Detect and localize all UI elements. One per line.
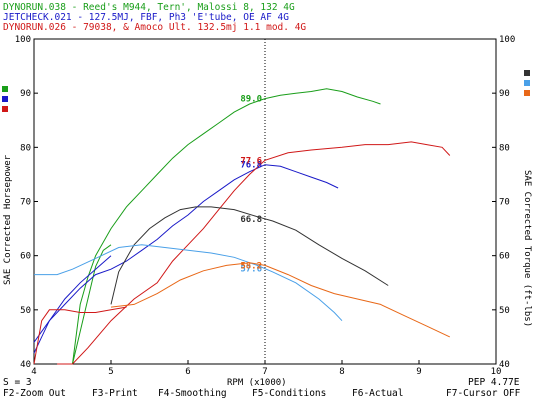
run-title-2: JETCHECK.021 - 127.5MJ, FBF, Ph3 'E'tube… bbox=[3, 12, 289, 23]
y-right-tick-label: 40 bbox=[499, 360, 510, 370]
series-line-2 bbox=[72, 244, 112, 365]
x-tick-label: 8 bbox=[339, 367, 344, 377]
y-left-tick-label: 60 bbox=[20, 252, 31, 262]
x-tick-label: 7 bbox=[262, 367, 267, 377]
y-left-tick-label: 100 bbox=[15, 35, 31, 45]
y-right-tick-label: 60 bbox=[499, 252, 510, 262]
fkey-conditions[interactable]: F5-Conditions bbox=[252, 388, 326, 399]
legend-marker-right bbox=[524, 90, 530, 96]
y-left-tick-labels: 40 50 60 70 80 90 100 bbox=[15, 35, 31, 370]
legend-marker-right bbox=[524, 80, 530, 86]
x-tick-label: 5 bbox=[108, 367, 113, 377]
fkey-smoothing[interactable]: F4-Smoothing bbox=[158, 388, 227, 399]
y-left-tick-label: 50 bbox=[20, 306, 31, 316]
function-key-bar: F2-Zoom Out F3-Print F4-Smoothing F5-Con… bbox=[3, 388, 521, 399]
legend-markers-left bbox=[2, 86, 8, 112]
run-title-3: DYNORUN.026 - 79038, & Amoco Ult. 132.5m… bbox=[3, 22, 306, 33]
legend-markers-right bbox=[524, 70, 530, 96]
fkey-print[interactable]: F3-Print bbox=[92, 388, 138, 399]
y-right-tick-label: 100 bbox=[499, 35, 515, 45]
status-pep: PEP 4.77E bbox=[468, 377, 520, 388]
y-right-axis-label: SAE Corrected Torque (ft-lbs) bbox=[522, 170, 532, 327]
x-axis-label: RPM (x1000) bbox=[227, 378, 287, 388]
series-line-7 bbox=[110, 206, 389, 305]
legend-marker-left bbox=[2, 96, 8, 102]
plot-series bbox=[33, 88, 451, 365]
status-smoothing: S = 3 bbox=[3, 377, 32, 388]
y-left-tick-label: 40 bbox=[20, 360, 31, 370]
y-left-tick-label: 90 bbox=[20, 89, 31, 99]
fkey-zoom-out[interactable]: F2-Zoom Out bbox=[3, 388, 66, 399]
y-left-tick-label: 80 bbox=[20, 143, 31, 153]
legend-marker-left bbox=[2, 106, 8, 112]
cursor-value-label: 76.8 bbox=[240, 161, 262, 171]
x-tick-label: 4 bbox=[31, 367, 36, 377]
fkey-cursor-off[interactable]: F7-Cursor OFF bbox=[446, 388, 521, 399]
y-right-tick-label: 50 bbox=[499, 306, 510, 316]
series-line-4 bbox=[33, 255, 112, 354]
cursor-value-label: 58.2 bbox=[240, 261, 262, 271]
y-left-tick-label: 70 bbox=[20, 198, 31, 208]
x-tick-labels: 4 5 6 7 8 9 10 bbox=[31, 367, 501, 377]
cursor-value-label: 89.0 bbox=[240, 95, 262, 105]
x-tick-label: 10 bbox=[491, 367, 502, 377]
cursor-value-labels: 89.0 76.877.6 66.8 57.658.2 bbox=[240, 95, 262, 275]
x-tick-label: 6 bbox=[185, 367, 190, 377]
cursor-value-label: 57.6 bbox=[240, 265, 262, 275]
series-line-5 bbox=[57, 141, 451, 365]
y-right-tick-label: 90 bbox=[499, 89, 510, 99]
y-right-tick-labels: 40 50 60 70 80 90 100 bbox=[499, 35, 515, 370]
cursor-value-label: 66.8 bbox=[240, 215, 262, 225]
series-line-9 bbox=[110, 262, 451, 338]
series-line-3 bbox=[33, 164, 339, 343]
y-right-tick-label: 80 bbox=[499, 143, 510, 153]
series-line-6 bbox=[33, 306, 127, 365]
legend-marker-right bbox=[524, 70, 530, 76]
legend-marker-left bbox=[2, 86, 8, 92]
fkey-actual[interactable]: F6-Actual bbox=[352, 388, 403, 399]
series-line-1 bbox=[72, 88, 381, 365]
run-titles: DYNORUN.038 - Reed's M944, Tern', Maloss… bbox=[3, 2, 306, 33]
y-right-tick-label: 70 bbox=[499, 198, 510, 208]
series-line-8 bbox=[34, 244, 343, 322]
run-title-1: DYNORUN.038 - Reed's M944, Tern', Maloss… bbox=[3, 2, 295, 13]
y-left-axis-label: SAE Corrected Horsepower bbox=[3, 154, 13, 285]
cursor-value-label: 77.6 bbox=[240, 156, 262, 166]
x-tick-label: 9 bbox=[416, 367, 421, 377]
